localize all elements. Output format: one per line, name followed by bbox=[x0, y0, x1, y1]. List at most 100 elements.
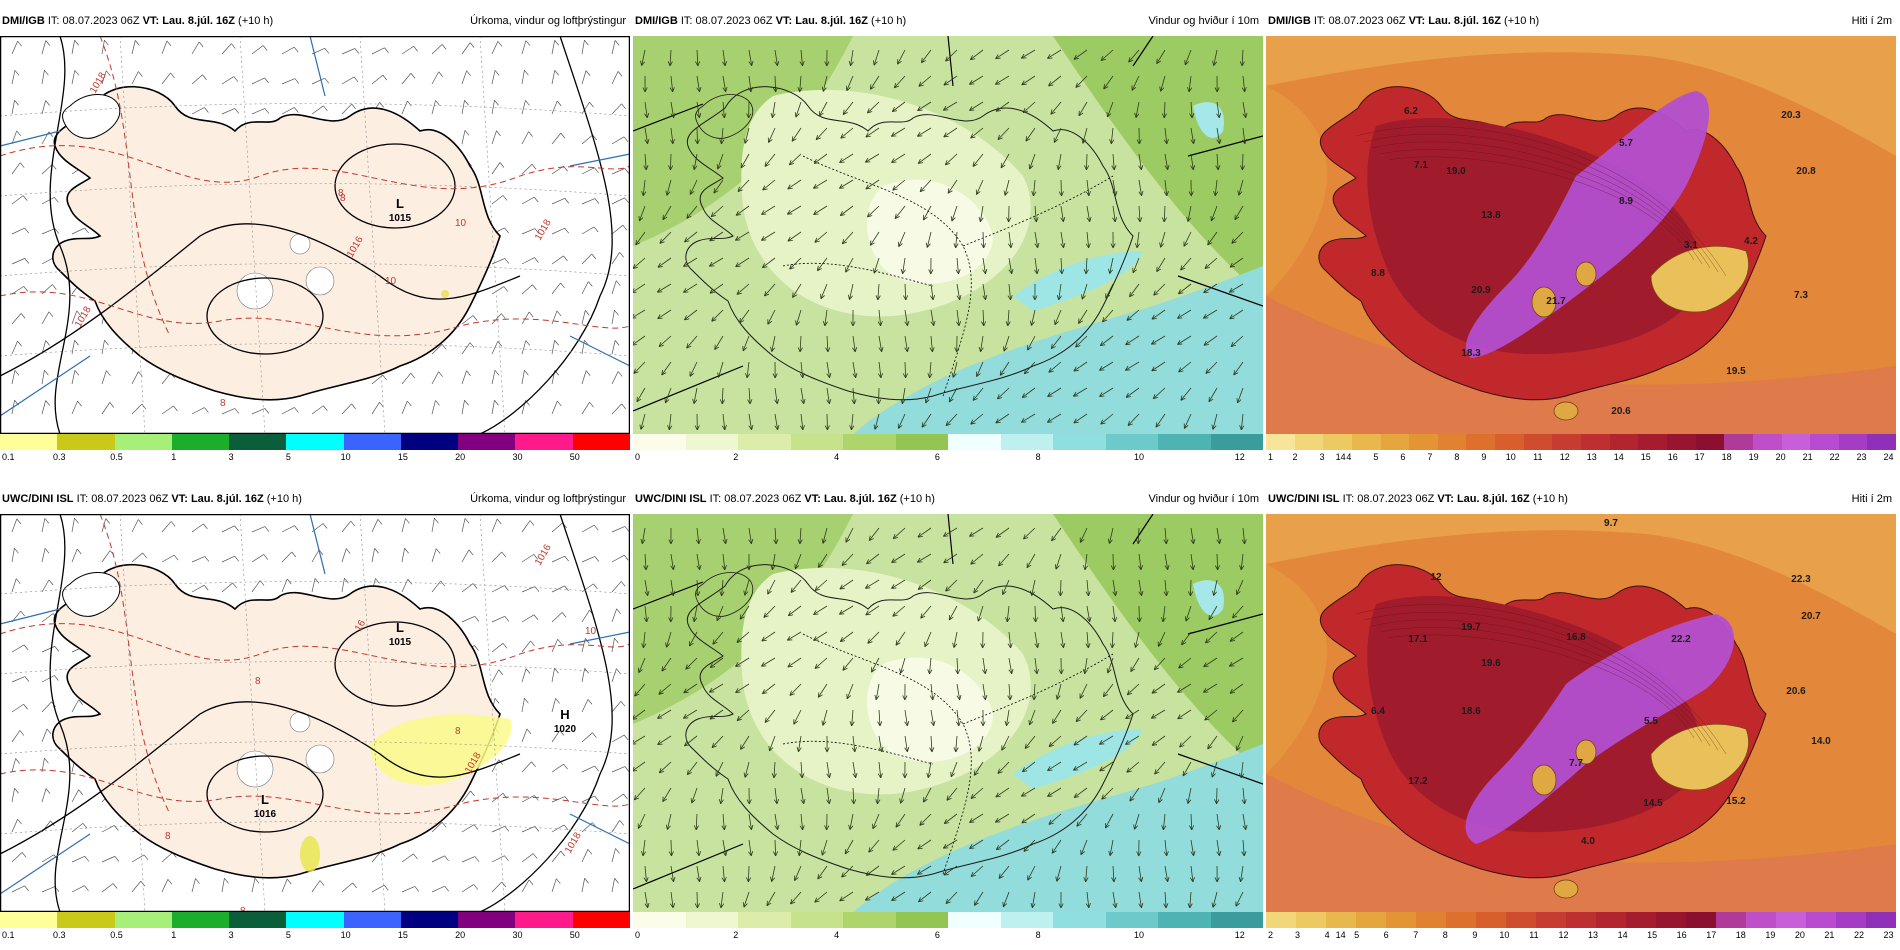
wind-arrow bbox=[817, 683, 828, 698]
wind-arrow-head bbox=[1233, 370, 1239, 376]
wind-arrow bbox=[1027, 335, 1036, 351]
wind-arrow bbox=[943, 75, 958, 86]
wind-arrow-head bbox=[1048, 367, 1054, 373]
wind-barb-flag bbox=[204, 107, 209, 113]
wind-arrow-head bbox=[1136, 617, 1142, 623]
wind-arrow-head bbox=[929, 747, 935, 753]
wind-barb bbox=[581, 281, 589, 295]
wind-arrow-head bbox=[1052, 718, 1057, 724]
wind-arrow bbox=[839, 153, 854, 163]
wind-arrow bbox=[1240, 761, 1244, 778]
wind-arrow-head bbox=[643, 617, 649, 623]
wind-arrow-head bbox=[767, 319, 773, 325]
wind-arrow-head bbox=[899, 668, 905, 674]
wind-barb-flag bbox=[624, 526, 630, 532]
wind-barb bbox=[161, 554, 175, 563]
wind-arrow-head bbox=[1216, 112, 1222, 119]
wind-arrow bbox=[956, 257, 959, 274]
wind-arrow-head bbox=[748, 424, 754, 431]
colorbar-tick-label: 13 bbox=[1586, 452, 1597, 462]
wind-arrow-head bbox=[1085, 191, 1091, 197]
wind-arrow bbox=[943, 553, 958, 564]
wind-arrow-head bbox=[643, 565, 649, 571]
colorbar-tick-label: 0 bbox=[635, 930, 641, 940]
temperature-value: 18.6 bbox=[1461, 706, 1481, 717]
wind-arrow bbox=[764, 153, 776, 167]
wind-arrow-head bbox=[1213, 191, 1219, 197]
wind-barb bbox=[281, 525, 295, 533]
wind-barb bbox=[581, 583, 594, 593]
wind-arrow-head bbox=[1138, 164, 1144, 171]
wind-barb-flag bbox=[45, 400, 50, 406]
wind-arrow bbox=[684, 735, 698, 747]
wind-arrow-head bbox=[995, 106, 1002, 112]
wind-barb-flag bbox=[84, 856, 90, 862]
wind-barb-flag bbox=[45, 100, 50, 106]
wind-arrow-head bbox=[1125, 739, 1131, 745]
wind-arrow bbox=[1164, 127, 1168, 144]
wind-arrow bbox=[1241, 49, 1244, 66]
wind-arrow bbox=[1187, 787, 1192, 804]
wind-barb-flag bbox=[589, 401, 594, 408]
wind-arrow-head bbox=[1216, 138, 1222, 145]
wind-barb-flag bbox=[561, 612, 567, 618]
wind-barb-flag bbox=[293, 46, 299, 53]
wind-arrow bbox=[865, 179, 880, 190]
wind-barb bbox=[611, 700, 622, 713]
wind-barb-flag bbox=[319, 880, 325, 886]
wind-arrow bbox=[1158, 787, 1166, 803]
wind-arrow-head bbox=[667, 61, 673, 67]
wind-arrow bbox=[774, 387, 778, 404]
wind-barb bbox=[491, 130, 497, 145]
wind-barb-flag bbox=[105, 518, 111, 524]
wind-barb bbox=[131, 371, 139, 385]
wind-arrow-head bbox=[683, 262, 689, 267]
wind-arrow-head bbox=[1238, 876, 1244, 883]
wind-barb-flag bbox=[324, 48, 330, 54]
wind-arrow bbox=[1138, 553, 1142, 570]
colorbar-segment bbox=[948, 912, 1001, 928]
wind-barb bbox=[71, 227, 85, 235]
wind-arrow bbox=[1112, 179, 1117, 196]
wind-arrow bbox=[684, 309, 698, 321]
wind-arrow bbox=[1216, 127, 1221, 144]
wind-arrow-head bbox=[1025, 136, 1031, 142]
wind-arrow bbox=[1131, 75, 1140, 91]
wind-arrow bbox=[748, 527, 752, 544]
wind-barb-flag bbox=[617, 371, 623, 377]
wind-arrow-head bbox=[1054, 564, 1060, 570]
wind-arrow bbox=[995, 75, 1010, 85]
wind-arrow bbox=[1100, 413, 1114, 425]
wind-arrow-head bbox=[1048, 81, 1054, 87]
wind-barb bbox=[611, 168, 626, 175]
colorbar-segment bbox=[114, 912, 172, 928]
wind-arrow bbox=[1164, 153, 1169, 170]
wind-barb bbox=[611, 608, 617, 623]
wind-arrow-head bbox=[746, 799, 752, 805]
colorbar-segment bbox=[1386, 912, 1416, 928]
wind-arrow bbox=[748, 413, 753, 430]
wind-arrow bbox=[1138, 153, 1142, 170]
colorbar-tick-label: 1 bbox=[171, 930, 177, 940]
wind-barb bbox=[251, 526, 266, 533]
wind-barb bbox=[551, 282, 561, 295]
colorbar-segment bbox=[1351, 434, 1381, 450]
wind-arrow-head bbox=[1021, 767, 1028, 773]
colorbar-segment bbox=[633, 434, 686, 450]
wind-arrow-head bbox=[761, 235, 767, 241]
wind-arrow bbox=[739, 309, 750, 324]
wind-arrow-head bbox=[969, 106, 975, 111]
wind-arrow bbox=[1136, 231, 1140, 248]
wind-arrow-head bbox=[1207, 744, 1213, 750]
wind-arrow-head bbox=[897, 423, 903, 429]
model-label: UWC/DINI ISL bbox=[1268, 493, 1340, 505]
wind-arrow bbox=[875, 683, 880, 700]
wind-arrow bbox=[813, 205, 828, 215]
wind-arrow bbox=[1002, 579, 1010, 595]
wind-barb bbox=[371, 519, 379, 533]
temperature-value: 20.3 bbox=[1781, 110, 1801, 121]
wind-arrow-head bbox=[790, 587, 796, 593]
wind-barb-flag bbox=[564, 227, 570, 234]
wind-arrow-head bbox=[1179, 742, 1185, 748]
wind-arrow-head bbox=[696, 86, 702, 93]
